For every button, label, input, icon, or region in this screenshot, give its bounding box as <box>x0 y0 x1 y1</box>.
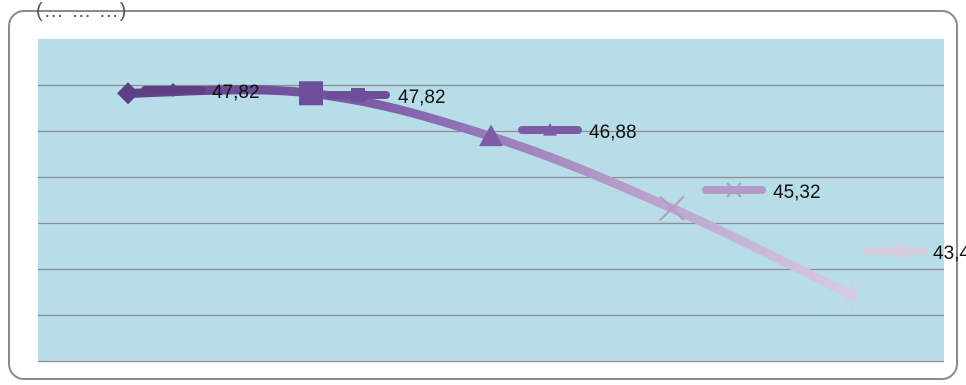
legend-key-marker <box>726 182 742 198</box>
data-label: 45,32 <box>773 182 821 203</box>
legend-key-marker <box>166 83 180 97</box>
data-label: 46,88 <box>589 122 637 143</box>
data-label-group: 47,82 <box>141 82 260 103</box>
chart-top-caption: (… … …) <box>36 0 128 22</box>
data-point-marker <box>117 82 139 105</box>
data-label-group: 45,32 <box>702 182 821 203</box>
data-label: 47,82 <box>398 87 446 108</box>
data-point-marker <box>479 124 503 147</box>
data-label: 47,82 <box>212 82 260 103</box>
data-labels-layer: 47,82 47,82 46,88 45,32 43,43 <box>141 82 966 264</box>
legend-key-marker <box>351 88 365 102</box>
markers-layer <box>117 81 865 310</box>
data-point-marker <box>659 195 685 221</box>
data-label-group: 43,43 <box>864 242 966 264</box>
legend-key-marker <box>543 123 557 136</box>
data-point-marker <box>299 81 323 106</box>
gridlines <box>38 84 944 363</box>
legend-key-marker <box>888 242 904 260</box>
data-label: 43,43 <box>933 243 966 264</box>
data-point-marker <box>839 280 865 310</box>
data-label-group: 46,88 <box>518 122 637 143</box>
data-label-group: 47,82 <box>326 87 446 108</box>
